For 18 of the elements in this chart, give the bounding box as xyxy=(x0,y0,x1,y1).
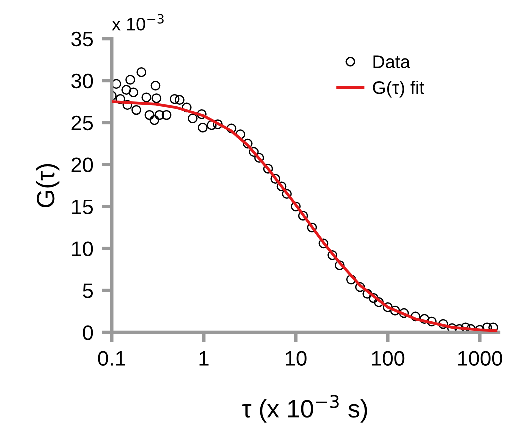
x-tick-label: 1 xyxy=(200,351,209,366)
x-axis-title: τ (x 10$^{−3}$ s) xyxy=(242,395,368,423)
text: x 10$^{−3}$ xyxy=(112,14,164,31)
y-tick-label: 20 xyxy=(72,158,94,173)
y-axis-title: G(τ) xyxy=(36,164,60,208)
y-tick-label: 25 xyxy=(72,116,94,131)
y-tick-label: 10 xyxy=(72,242,94,256)
y-tick-label: 0 xyxy=(83,326,94,340)
x-tick-label: 1000 xyxy=(458,351,502,366)
y-tick-label: 30 xyxy=(72,74,94,89)
legend-label: G(τ) fit xyxy=(373,80,424,98)
x-tick-label: 10 xyxy=(286,351,307,366)
y-tick-label: 5 xyxy=(83,284,94,298)
y-tick-label: 35 xyxy=(72,32,94,47)
x-tick-label: 100 xyxy=(372,351,405,366)
legend-label: Data xyxy=(374,56,410,68)
y-tick-label: 15 xyxy=(72,200,94,214)
x-tick-label: 0.1 xyxy=(98,351,126,366)
